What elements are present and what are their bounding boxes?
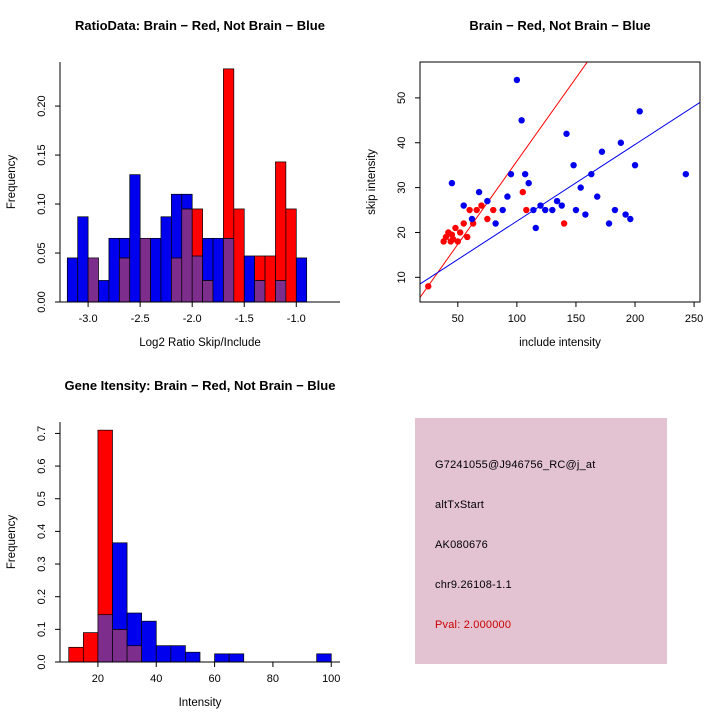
svg-text:include intensity: include intensity	[519, 337, 601, 349]
svg-text:0.3: 0.3	[36, 556, 48, 571]
svg-text:-1.5: -1.5	[235, 313, 254, 325]
svg-text:0.10: 0.10	[36, 193, 48, 214]
svg-text:Log2 Ratio Skip/Include: Log2 Ratio Skip/Include	[139, 337, 260, 349]
panel-gene-intensity-histogram: 20 40 60 80 100 0.0 0.1 0.2 0.3 0.4 0.5 0.6 0.7 Inten…	[0, 360, 360, 720]
svg-text:40: 40	[150, 673, 162, 685]
svg-text:30: 30	[396, 181, 408, 193]
svg-text:80: 80	[267, 673, 279, 685]
svg-text:-1.0: -1.0	[287, 313, 306, 325]
svg-text:skip intensity: skip intensity	[366, 149, 378, 215]
svg-text:-2.0: -2.0	[183, 313, 202, 325]
svg-text:100: 100	[322, 673, 340, 685]
svg-text:0.05: 0.05	[36, 242, 48, 263]
svg-text:200: 200	[626, 313, 644, 325]
panel-ratio-histogram: -3.0 -2.5 -2.0 -1.5 -1.0 0.00 0.05 0.10 0.15 0.20…	[0, 0, 360, 360]
gene-intensity-histogram-chart: 20 40 60 80 100 0.0 0.1 0.2 0.3 0.4 0.5 0.6 0.7 Inten…	[6, 378, 340, 709]
svg-text:150: 150	[567, 313, 585, 325]
svg-text:0.2: 0.2	[36, 589, 48, 604]
svg-text:250: 250	[685, 313, 703, 325]
skip-include-scatter-chart: 50 100 150 200 250 10 20 30 40 50 include intensit…	[366, 18, 703, 349]
svg-text:0.4: 0.4	[36, 524, 48, 539]
svg-text:0.7: 0.7	[36, 426, 48, 441]
event-type-text: altTxStart	[435, 499, 485, 511]
svg-text:-3.0: -3.0	[79, 313, 98, 325]
svg-text:0.0: 0.0	[36, 654, 48, 669]
svg-text:RatioData: Brain − Red, Not Br: RatioData: Brain − Red, Not Brain − Blue	[75, 18, 325, 33]
svg-text:Frequency: Frequency	[6, 155, 18, 210]
probe-id-text: G7241055@J946756_RC@j_at	[435, 459, 596, 471]
panel-info: G7241055@J946756_RC@j_at altTxStart AK08…	[360, 360, 720, 720]
svg-text:0.00: 0.00	[36, 291, 48, 312]
svg-text:-2.5: -2.5	[131, 313, 150, 325]
svg-text:Brain − Red, Not Brain − Blue: Brain − Red, Not Brain − Blue	[469, 18, 650, 33]
svg-text:20: 20	[396, 226, 408, 238]
pval-text: Pval: 2.000000	[435, 619, 512, 631]
svg-text:0.20: 0.20	[36, 95, 48, 116]
svg-text:Gene Itensity: Brain − Red, No: Gene Itensity: Brain − Red, Not Brain − …	[65, 378, 336, 393]
svg-text:Frequency: Frequency	[6, 515, 18, 570]
svg-text:0.5: 0.5	[36, 491, 48, 506]
svg-text:60: 60	[208, 673, 220, 685]
svg-text:0.15: 0.15	[36, 144, 48, 165]
svg-text:40: 40	[396, 137, 408, 149]
svg-text:50: 50	[452, 313, 464, 325]
svg-text:100: 100	[508, 313, 526, 325]
locus-text: chr9.26108-1.1	[435, 579, 512, 591]
accession-text: AK080676	[435, 539, 488, 551]
svg-text:0.1: 0.1	[36, 622, 48, 637]
svg-text:10: 10	[396, 271, 408, 283]
ratio-histogram-chart: -3.0 -2.5 -2.0 -1.5 -1.0 0.00 0.05 0.10 0.15 0.20…	[6, 18, 340, 349]
panel-intensity-scatter: 50 100 150 200 250 10 20 30 40 50 include intensit…	[360, 0, 720, 360]
gene-info-box: G7241055@J946756_RC@j_at altTxStart AK08…	[415, 418, 667, 664]
svg-text:20: 20	[92, 673, 104, 685]
svg-text:50: 50	[396, 92, 408, 104]
svg-text:0.6: 0.6	[36, 458, 48, 473]
svg-text:Intensity: Intensity	[179, 697, 222, 709]
